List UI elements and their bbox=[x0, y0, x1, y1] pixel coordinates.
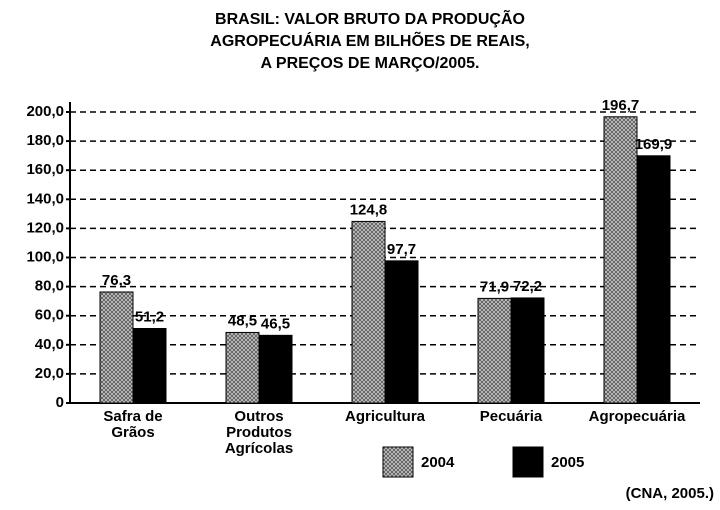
data-label: 51,2 bbox=[135, 308, 164, 325]
chart-title: A PREÇOS DE MARÇO/2005. bbox=[260, 55, 479, 72]
y-tick-label: 80,0 bbox=[35, 278, 64, 295]
bar bbox=[384, 260, 419, 404]
y-tick-label: 20,0 bbox=[35, 365, 64, 382]
y-tick-label: 100,0 bbox=[26, 248, 64, 265]
chart-title: AGROPECUÁRIA EM BILHÕES DE REAIS, bbox=[210, 30, 529, 50]
legend-swatch bbox=[382, 446, 414, 478]
data-label: 124,8 bbox=[350, 201, 388, 218]
y-tick-label: 200,0 bbox=[26, 103, 64, 120]
data-label: 169,9 bbox=[635, 136, 673, 153]
data-label: 48,5 bbox=[228, 312, 257, 329]
data-label: 76,3 bbox=[102, 272, 131, 289]
x-tick-label: Agricultura bbox=[344, 408, 425, 425]
x-tick-label: Pecuária bbox=[479, 408, 543, 425]
bar bbox=[510, 297, 545, 404]
bar bbox=[225, 331, 260, 404]
y-tick-label: 140,0 bbox=[26, 190, 64, 207]
legend-swatch bbox=[512, 446, 544, 478]
legend-label: 2005 bbox=[551, 454, 584, 471]
bar bbox=[477, 297, 512, 404]
x-tick-label: Agropecuária bbox=[588, 408, 686, 425]
x-tick-label: Outros Produtos Agrícolas bbox=[224, 408, 294, 457]
data-label: 196,7 bbox=[602, 97, 640, 114]
y-tick-label: 40,0 bbox=[35, 336, 64, 353]
y-tick-label: 180,0 bbox=[26, 132, 64, 149]
bar bbox=[603, 116, 638, 404]
x-tick-label: Safra de Grãos bbox=[103, 408, 163, 441]
data-label: 97,7 bbox=[387, 241, 416, 258]
legend-label: 2004 bbox=[421, 454, 455, 471]
bar bbox=[351, 220, 386, 404]
source: (CNA, 2005.) bbox=[626, 485, 714, 502]
y-tick-label: 120,0 bbox=[26, 219, 64, 236]
data-label: 46,5 bbox=[261, 315, 290, 332]
y-tick-label: 60,0 bbox=[35, 307, 64, 324]
bar bbox=[636, 155, 671, 404]
y-tick-label: 160,0 bbox=[26, 161, 64, 178]
bar bbox=[258, 334, 293, 404]
bar bbox=[99, 291, 134, 404]
y-tick-label: 0 bbox=[56, 394, 64, 411]
data-label: 72,2 bbox=[513, 278, 542, 295]
chart-title: BRASIL: VALOR BRUTO DA PRODUÇÃO bbox=[215, 8, 525, 28]
bar bbox=[132, 328, 167, 404]
data-label: 71,9 bbox=[480, 278, 509, 295]
